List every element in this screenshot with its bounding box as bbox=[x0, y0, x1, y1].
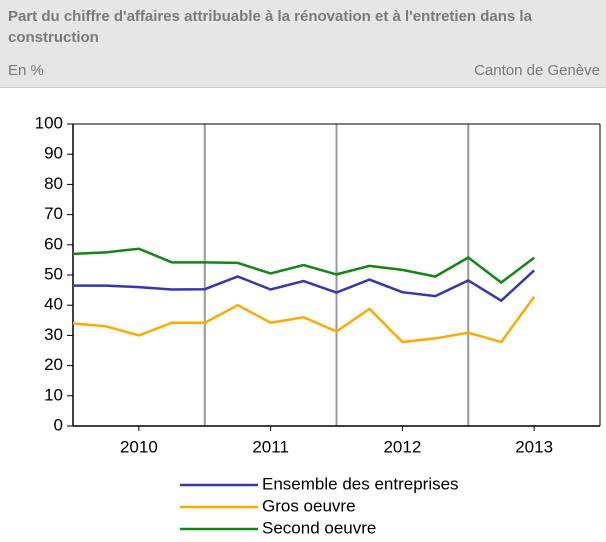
y-tick-label: 100 bbox=[35, 113, 63, 132]
header: Part du chiffre d'affaires attribuable à… bbox=[0, 0, 606, 88]
series-line bbox=[72, 296, 536, 344]
y-tick-label: 40 bbox=[44, 295, 63, 314]
y-tick-label: 60 bbox=[44, 234, 63, 253]
x-tick-label: 2013 bbox=[515, 437, 553, 456]
series-line bbox=[73, 269, 535, 303]
chart-title: Part du chiffre d'affaires attribuable à… bbox=[8, 8, 532, 46]
x-tick-label: 2012 bbox=[383, 437, 421, 456]
y-tick-label: 30 bbox=[44, 325, 63, 344]
y-tick-label: 10 bbox=[44, 385, 63, 404]
y-tick-label: 90 bbox=[44, 144, 63, 163]
y-tick-label: 80 bbox=[44, 174, 63, 193]
legend-label: Gros oeuvre bbox=[262, 496, 356, 515]
region-label: Canton de Genève bbox=[474, 62, 600, 79]
legend-label: Ensemble des entreprises bbox=[262, 474, 459, 493]
y-tick-label: 0 bbox=[54, 415, 63, 434]
series-line bbox=[72, 247, 535, 285]
y-tick-label: 20 bbox=[44, 355, 63, 374]
x-tick-label: 2011 bbox=[252, 437, 289, 456]
x-tick-label: 2010 bbox=[120, 437, 158, 456]
chart: 0 10 20 30 40 50 60 70 80 90 100 2010 2011 2012 2013 En… bbox=[35, 113, 601, 537]
y-tick-label: 50 bbox=[44, 264, 63, 283]
y-tick-label: 70 bbox=[44, 204, 63, 223]
unit-label: En % bbox=[8, 62, 44, 79]
legend-label: Second oeuvre bbox=[262, 518, 376, 537]
